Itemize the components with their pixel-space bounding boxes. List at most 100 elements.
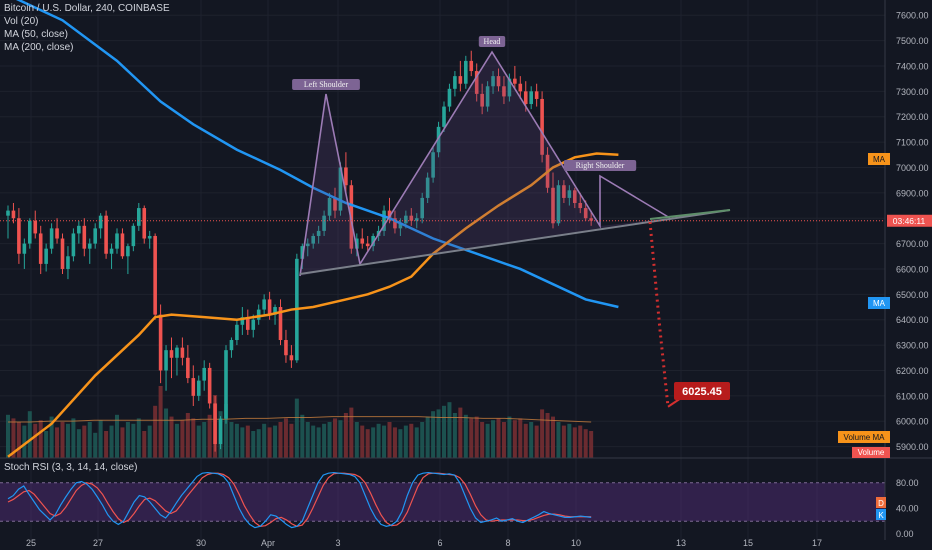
candle-body — [529, 91, 533, 105]
volume-bar — [512, 420, 517, 458]
volume-bar — [158, 386, 163, 458]
candle-body — [311, 235, 315, 244]
candle — [556, 180, 561, 226]
ma200-line — [15, 0, 619, 309]
volume-bar — [371, 427, 376, 458]
candle-body — [267, 299, 272, 315]
volume-bar — [104, 431, 109, 458]
candle — [567, 185, 572, 206]
volume-bar — [294, 398, 299, 458]
stoch-d-badge — [876, 497, 886, 508]
price-tick-label: 7200.00 — [896, 112, 929, 122]
price-tick-label: 6600.00 — [896, 264, 929, 274]
candle-body — [567, 190, 572, 198]
stoch-rsi-label[interactable]: Stoch RSI (3, 3, 14, 14, close) — [4, 462, 138, 473]
candle — [284, 329, 288, 363]
vol-indicator-label[interactable]: Vol (20) — [4, 16, 39, 27]
volume-bar — [38, 420, 43, 458]
grid-lines — [0, 0, 885, 540]
candle-body — [551, 187, 555, 224]
candle-body — [262, 299, 266, 310]
candle — [485, 81, 490, 112]
candle-body — [534, 91, 539, 99]
time-tick-label: 27 — [93, 538, 103, 548]
candle-body — [38, 233, 43, 264]
candle-body — [523, 91, 528, 105]
candle — [491, 71, 495, 94]
head-label: Head — [484, 37, 501, 46]
candle-body — [55, 228, 59, 239]
candle-body — [556, 185, 561, 224]
candle-body — [327, 197, 332, 216]
candle-body — [540, 98, 544, 155]
volume-bar — [33, 423, 38, 458]
volume-bar — [338, 420, 343, 458]
volume-bar — [147, 425, 152, 458]
candle-body — [120, 233, 125, 257]
volume-bar — [22, 425, 27, 458]
time-tick-label: 17 — [812, 538, 822, 548]
candle — [6, 205, 10, 239]
candle-body — [28, 220, 32, 244]
candle — [17, 208, 21, 264]
candle — [578, 192, 583, 214]
candle — [82, 218, 87, 257]
candle-body — [98, 215, 103, 229]
candle — [153, 233, 157, 320]
candle-body — [191, 378, 196, 396]
candle-body — [137, 208, 141, 226]
volume-bar — [333, 418, 337, 458]
candle-body — [147, 235, 152, 239]
volume-bar — [283, 418, 288, 458]
volume-bar — [55, 427, 60, 458]
time-tick-label: 3 — [335, 538, 340, 548]
ma200-indicator-label[interactable]: MA (200, close) — [4, 42, 74, 53]
candle-body — [66, 256, 70, 269]
candle-body — [71, 233, 76, 257]
volume-bar — [180, 420, 185, 458]
candle — [104, 210, 108, 259]
candle — [28, 218, 32, 249]
candle — [22, 238, 27, 269]
volume-bar — [387, 422, 392, 458]
volume-bar — [98, 420, 103, 458]
candle-body — [22, 243, 27, 254]
volume-bar — [224, 404, 228, 458]
price-tick-label: 7300.00 — [896, 87, 929, 97]
candle — [529, 86, 533, 110]
candle-body — [485, 86, 490, 107]
volume-bar — [583, 429, 588, 458]
candle-body — [6, 210, 10, 216]
candle-body — [431, 152, 435, 178]
candle — [289, 345, 294, 368]
candle — [55, 218, 59, 244]
ma50-indicator-label[interactable]: MA (50, close) — [4, 29, 68, 40]
price-tick-label: 6300.00 — [896, 341, 929, 351]
candle-body — [453, 76, 457, 89]
target-projection — [648, 221, 670, 407]
candle — [453, 71, 457, 97]
volume-badge — [852, 447, 890, 458]
candle-body — [207, 367, 212, 404]
candle-body — [109, 248, 114, 254]
ma50-line — [7, 152, 619, 458]
left-shoulder-label-box — [292, 79, 360, 90]
volume-bar — [87, 422, 92, 458]
volume-ma-line — [8, 416, 592, 423]
volume-bar — [403, 425, 408, 458]
volume-bar — [251, 431, 256, 458]
candle — [458, 60, 463, 92]
candle — [278, 299, 283, 346]
candle — [71, 228, 76, 262]
volume-bar — [153, 405, 158, 458]
price-tick-label: 7100.00 — [896, 138, 929, 148]
candle — [502, 76, 506, 105]
volume-bar — [245, 425, 250, 458]
candle — [120, 228, 125, 259]
volume-bar — [458, 407, 463, 458]
candle-body — [425, 177, 430, 198]
symbol-label[interactable]: Bitcoin / U.S. Dollar, 240, COINBASE — [4, 3, 170, 14]
price-tick-label: 6700.00 — [896, 239, 929, 249]
candle-body — [507, 78, 512, 97]
